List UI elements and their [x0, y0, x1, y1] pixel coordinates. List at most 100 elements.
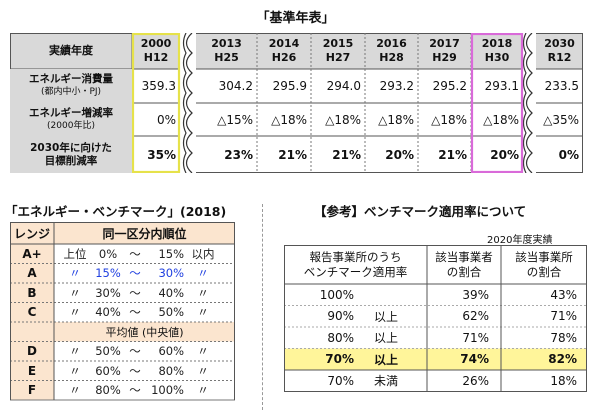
era-label: H30	[484, 51, 510, 64]
value-cell: △35%	[543, 112, 579, 127]
grade-label: A	[27, 266, 37, 281]
year-label: 2015	[322, 37, 354, 50]
value-cell: 294.0	[326, 79, 361, 93]
highlight-row-bg	[284, 348, 587, 370]
value-cell: 0%	[558, 147, 579, 162]
era-label: H28	[379, 51, 404, 64]
row-label: 2030年に向けた 目標削減率	[10, 136, 132, 173]
rank-part: 〃	[69, 285, 81, 300]
value-cell: △18%	[271, 112, 307, 127]
row-label-main: エネルギー増減率	[29, 106, 113, 119]
rank-part: ～	[129, 344, 141, 359]
break-wave	[525, 33, 533, 173]
rank-part: 30%	[158, 266, 184, 281]
era-label: R12	[547, 51, 572, 64]
business-share: 71%	[462, 330, 489, 345]
col-rate-header: 報告事業所のうち ベンチマーク適用率	[284, 245, 427, 284]
year-header: 2016 H28	[365, 33, 418, 69]
rank-part: 〃	[197, 383, 209, 398]
rank-part: ～	[129, 246, 141, 261]
grade-label: C	[27, 305, 37, 320]
benchmark-header-bg	[10, 222, 235, 244]
rate-value: 100%	[319, 287, 354, 302]
value-cell: 295.9	[272, 79, 307, 93]
col-business-header: 該当事業者 の割合	[427, 245, 501, 284]
value-cell: 295.2	[432, 79, 467, 93]
row-label-main: 2030年に向けた	[30, 141, 112, 154]
rank-part: 50%	[158, 305, 184, 320]
rank-part: 15%	[158, 246, 184, 261]
value-cell: 0%	[156, 112, 176, 127]
break-gap	[180, 33, 196, 173]
year-header: 2030 R12	[536, 33, 583, 69]
highlight-2000	[131, 33, 181, 173]
row-label: エネルギー増減率 (2000年比)	[10, 103, 132, 136]
rank-part: 60%	[158, 344, 184, 359]
header-line: ベンチマーク適用率	[303, 264, 408, 279]
rank-part: 〃	[197, 363, 209, 378]
value-cell: 233.5	[544, 79, 579, 93]
year-label: 2030	[544, 37, 575, 50]
value-cell: 21%	[332, 147, 361, 162]
rank-part: 上位	[63, 246, 87, 261]
grade-label: A+	[22, 246, 42, 261]
year-label: 2017	[429, 37, 460, 50]
rank-part: 80%	[95, 383, 121, 398]
business-share: 62%	[462, 309, 489, 324]
rank-part: ～	[129, 305, 141, 320]
era-label: H25	[214, 51, 239, 64]
year-header: 2000 H12	[132, 33, 180, 69]
rate-condition: 以上	[373, 352, 398, 367]
header-line: の割合	[526, 264, 562, 279]
reference-note: 2020年度実績	[487, 235, 553, 246]
rank-part: ～	[129, 285, 141, 300]
rank-part: 0%	[98, 246, 118, 261]
break-wave	[522, 33, 527, 173]
rank-part: 〃	[197, 344, 209, 359]
rank-part: 60%	[95, 363, 121, 378]
rank-part: 〃	[197, 285, 209, 300]
year-label: 2000	[140, 37, 172, 50]
business-share: 74%	[460, 352, 489, 367]
value-cell: 293.1	[484, 79, 519, 93]
rank-part: 50%	[95, 344, 121, 359]
row-label-sub: 目標削減率	[44, 154, 98, 167]
site-share: 43%	[550, 287, 577, 302]
era-label: H27	[325, 51, 351, 64]
year-header: 2018 H30	[471, 33, 523, 69]
rank-part: 〃	[69, 383, 81, 398]
rank-part: 〃	[69, 363, 81, 378]
rank-part: 40%	[95, 305, 121, 320]
rank-part: 〃	[69, 344, 81, 359]
header-line: 該当事業所	[515, 249, 573, 264]
value-cell: 23%	[224, 147, 253, 162]
header-line: の割合	[446, 264, 482, 279]
year-header: 2014 H26	[257, 33, 311, 69]
rate-value: 70%	[325, 352, 354, 367]
year-label: 2014	[268, 37, 300, 50]
average-label: 平均値 (中央値)	[105, 325, 184, 339]
rank-part: 15%	[95, 266, 121, 281]
rate-value: 80%	[327, 330, 354, 345]
row-label: エネルギー消費量 (都内中小・PJ)	[10, 69, 132, 103]
rank-part: 40%	[158, 285, 184, 300]
header-label-cell: 実績年度	[49, 44, 93, 57]
header-line: 該当事業者	[435, 249, 493, 264]
rate-condition: 以上	[373, 309, 398, 324]
rank-part: 〃	[197, 266, 209, 281]
base-table-title: 「基準年表」	[256, 11, 335, 26]
value-cell: 359.3	[141, 79, 176, 93]
value-cell: △18%	[378, 112, 414, 127]
site-share: 18%	[550, 373, 577, 388]
average-row-bg	[54, 322, 235, 342]
grade-label: E	[27, 363, 37, 378]
rank-part: 以内	[191, 246, 215, 261]
grade-label: B	[27, 285, 37, 300]
value-cell: △18%	[483, 112, 519, 127]
rank-part: 〃	[69, 266, 81, 281]
reference-title: 【参考】ベンチマーク適用率について	[314, 204, 527, 219]
col-range-header: レンジ	[13, 226, 50, 241]
year-label: 2013	[211, 37, 242, 50]
value-cell: 20%	[490, 147, 519, 162]
base-year-table: 実績年度 2000 H12 2013 H25 2014 H26 2015 H27 2016 H28 2…	[10, 33, 583, 173]
